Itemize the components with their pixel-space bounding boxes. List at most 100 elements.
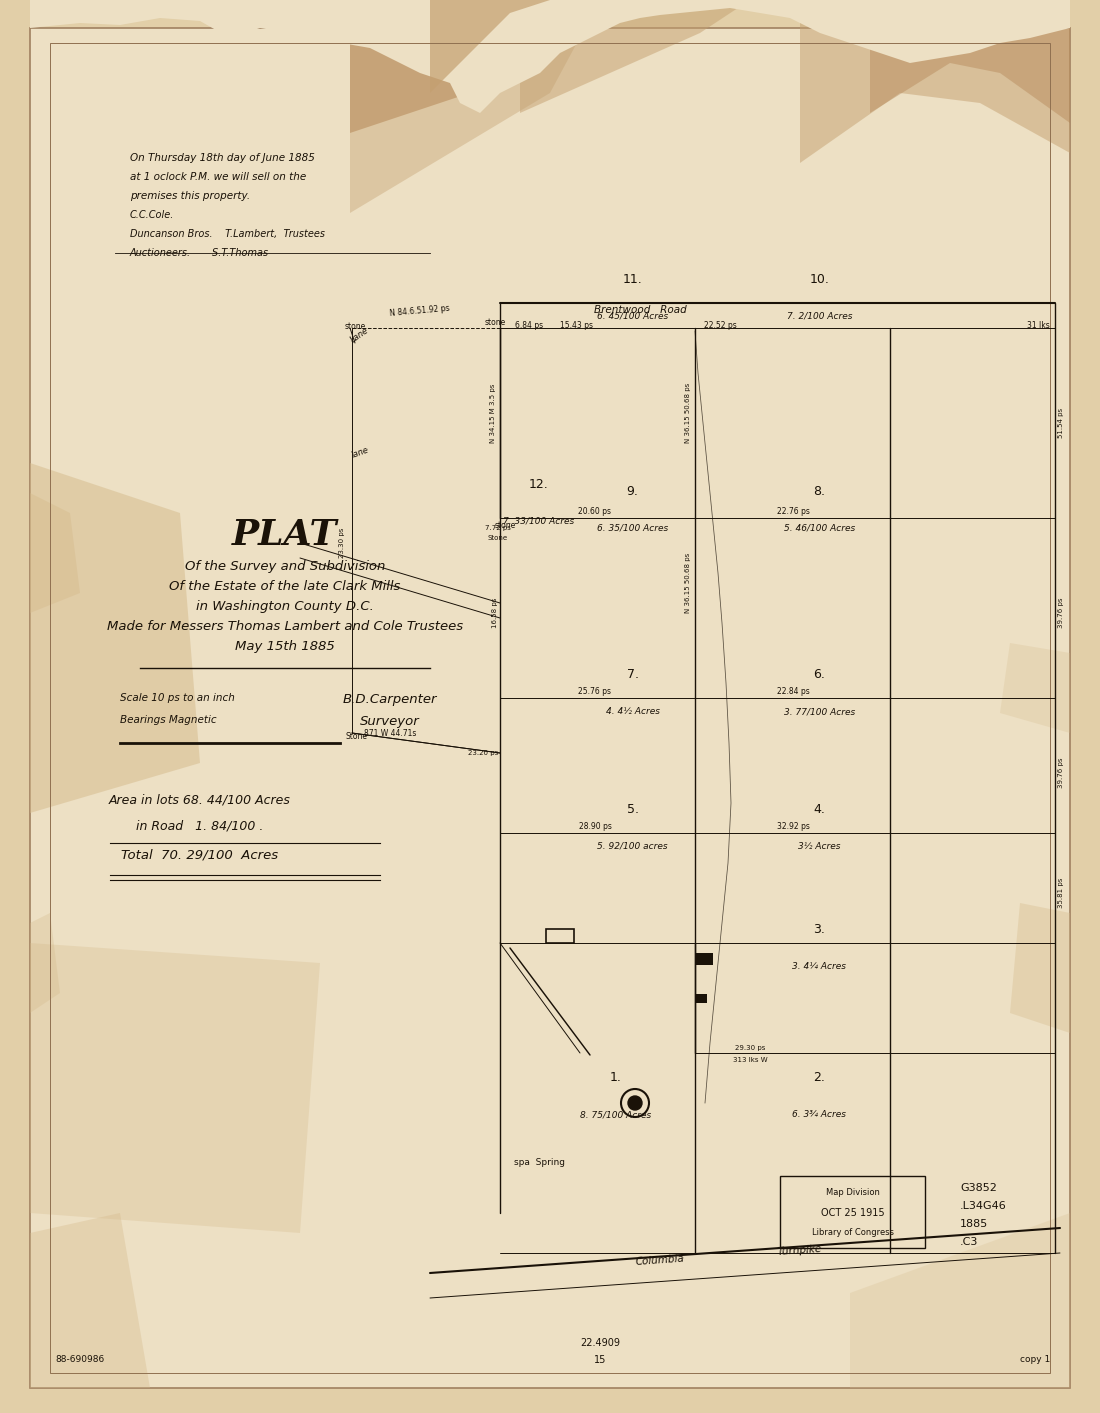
Text: 16.58 ps: 16.58 ps [492,598,498,629]
Text: 32.92 ps: 32.92 ps [777,822,810,831]
Text: .C3: .C3 [960,1236,978,1248]
Text: 2.: 2. [814,1071,825,1084]
Text: On Thursday 18th day of June 1885: On Thursday 18th day of June 1885 [130,153,315,162]
Text: 20.60 ps: 20.60 ps [579,507,612,516]
Text: Area in lots 68. 44/100 Acres: Area in lots 68. 44/100 Acres [109,793,290,805]
Text: 3. 77/100 Acres: 3. 77/100 Acres [784,708,855,716]
Polygon shape [350,0,600,213]
Polygon shape [30,913,60,1013]
Text: 22.52 ps: 22.52 ps [704,321,736,331]
Bar [546,928,574,942]
Text: 15.43 ps: 15.43 ps [560,321,593,331]
Text: Lane: Lane [349,326,371,345]
Polygon shape [30,1212,150,1388]
Text: 313 lks W: 313 lks W [733,1057,768,1063]
Text: copy 1: copy 1 [1020,1355,1050,1364]
Polygon shape [30,493,80,613]
Text: PLAT: PLAT [232,519,338,552]
Polygon shape [350,0,520,133]
Text: 6. 3¾ Acres: 6. 3¾ Acres [792,1111,847,1119]
Text: stone: stone [484,318,506,326]
Polygon shape [30,0,1070,113]
Text: 6.84 ps: 6.84 ps [515,321,543,331]
Circle shape [628,1096,642,1111]
Text: 4. 4½ Acres: 4. 4½ Acres [605,708,660,716]
Text: 88-690986: 88-690986 [55,1355,104,1364]
Text: Brentwood   Road: Brentwood Road [594,305,686,315]
Text: 6. 45/100 Acres: 6. 45/100 Acres [597,312,668,321]
Text: Stone: Stone [345,732,367,740]
Polygon shape [520,0,750,113]
Text: in Washington County D.C.: in Washington County D.C. [196,601,374,613]
Polygon shape [870,0,1070,123]
Text: N 36.15 50.68 ps: N 36.15 50.68 ps [685,383,691,444]
Text: C.C.Cole.: C.C.Cole. [130,211,175,220]
Text: 15: 15 [594,1355,606,1365]
Text: 8.: 8. [814,485,825,497]
Text: 12.: 12. [529,478,549,490]
Text: N 84.6.51.92 ps: N 84.6.51.92 ps [389,304,450,318]
Text: 22.84 ps: 22.84 ps [777,687,810,697]
Text: 7.72 ps: 7.72 ps [485,526,510,531]
Text: 1885: 1885 [960,1219,988,1229]
Text: 9.: 9. [627,485,638,497]
Text: Turnpike: Turnpike [778,1243,823,1258]
Text: Of the Estate of the late Clark Mills: Of the Estate of the late Clark Mills [169,579,400,593]
Bar [695,952,713,965]
Text: 7. 33/100 Acres: 7. 33/100 Acres [504,517,574,526]
Text: premises this property.: premises this property. [130,191,250,201]
Text: 39.76 ps: 39.76 ps [1058,757,1064,788]
Text: 51.54 ps: 51.54 ps [1058,408,1064,438]
Text: stone: stone [495,521,516,530]
Polygon shape [850,1212,1070,1388]
Text: 1.: 1. [610,1071,621,1084]
Text: Columbia: Columbia [635,1253,685,1267]
Text: 22.76 ps: 22.76 ps [777,507,810,516]
Polygon shape [430,0,550,93]
Text: 35.81 ps: 35.81 ps [1058,877,1064,909]
Text: 3½ Acres: 3½ Acres [799,842,840,851]
Text: lane: lane [350,445,370,461]
Polygon shape [1000,643,1070,733]
Bar [780,1176,925,1248]
Text: Scale 10 ps to an inch: Scale 10 ps to an inch [120,692,235,704]
Text: 4.: 4. [814,803,825,815]
Text: N 34.15 M 3.5 ps: N 34.15 M 3.5 ps [490,383,496,442]
Text: G3852: G3852 [960,1183,997,1193]
Text: 23.30 ps: 23.30 ps [339,528,345,558]
Text: 25.76 ps: 25.76 ps [579,687,612,697]
Text: 5. 92/100 acres: 5. 92/100 acres [597,842,668,851]
Text: .L34G46: .L34G46 [960,1201,1006,1211]
Text: 22.4909: 22.4909 [580,1338,620,1348]
Text: Library of Congress: Library of Congress [812,1228,893,1236]
Text: 3.: 3. [814,923,825,935]
Text: in Road   1. 84/100 .: in Road 1. 84/100 . [136,820,264,832]
Text: Map Division: Map Division [826,1188,879,1197]
Text: Total  70. 29/100  Acres: Total 70. 29/100 Acres [121,848,278,861]
Text: at 1 oclock P.M. we will sell on the: at 1 oclock P.M. we will sell on the [130,172,306,182]
Text: 6.: 6. [814,668,825,681]
Text: OCT 25 1915: OCT 25 1915 [821,1208,884,1218]
Polygon shape [800,0,1070,162]
Polygon shape [30,942,320,1234]
Polygon shape [30,463,200,812]
Text: Auctioneers.       S.T.Thomas: Auctioneers. S.T.Thomas [130,249,270,259]
Text: 5. 46/100 Acres: 5. 46/100 Acres [784,524,855,533]
Text: Surveyor: Surveyor [360,715,420,728]
Text: May 15th 1885: May 15th 1885 [235,640,334,653]
Text: Bearings Magnetic: Bearings Magnetic [120,715,217,725]
Text: Of the Survey and Subdivision: Of the Survey and Subdivision [185,560,385,574]
Text: 11.: 11. [623,273,642,285]
Text: 29.30 ps: 29.30 ps [735,1046,766,1051]
Text: 10.: 10. [810,273,829,285]
Text: stone: stone [345,322,366,331]
Text: B.D.Carpenter: B.D.Carpenter [343,692,438,706]
Text: 31 lks: 31 lks [1027,321,1050,331]
Text: Duncanson Bros.    T.Lambert,  Trustees: Duncanson Bros. T.Lambert, Trustees [130,229,324,239]
Text: 3. 4¼ Acres: 3. 4¼ Acres [792,962,847,971]
Text: N 36.15 50.68 ps: N 36.15 50.68 ps [685,552,691,613]
Text: 7.: 7. [627,668,638,681]
Bar [695,993,707,1003]
Text: 8. 75/100 Acres: 8. 75/100 Acres [581,1111,651,1119]
Text: 871 W 44.71s: 871 W 44.71s [364,729,416,738]
